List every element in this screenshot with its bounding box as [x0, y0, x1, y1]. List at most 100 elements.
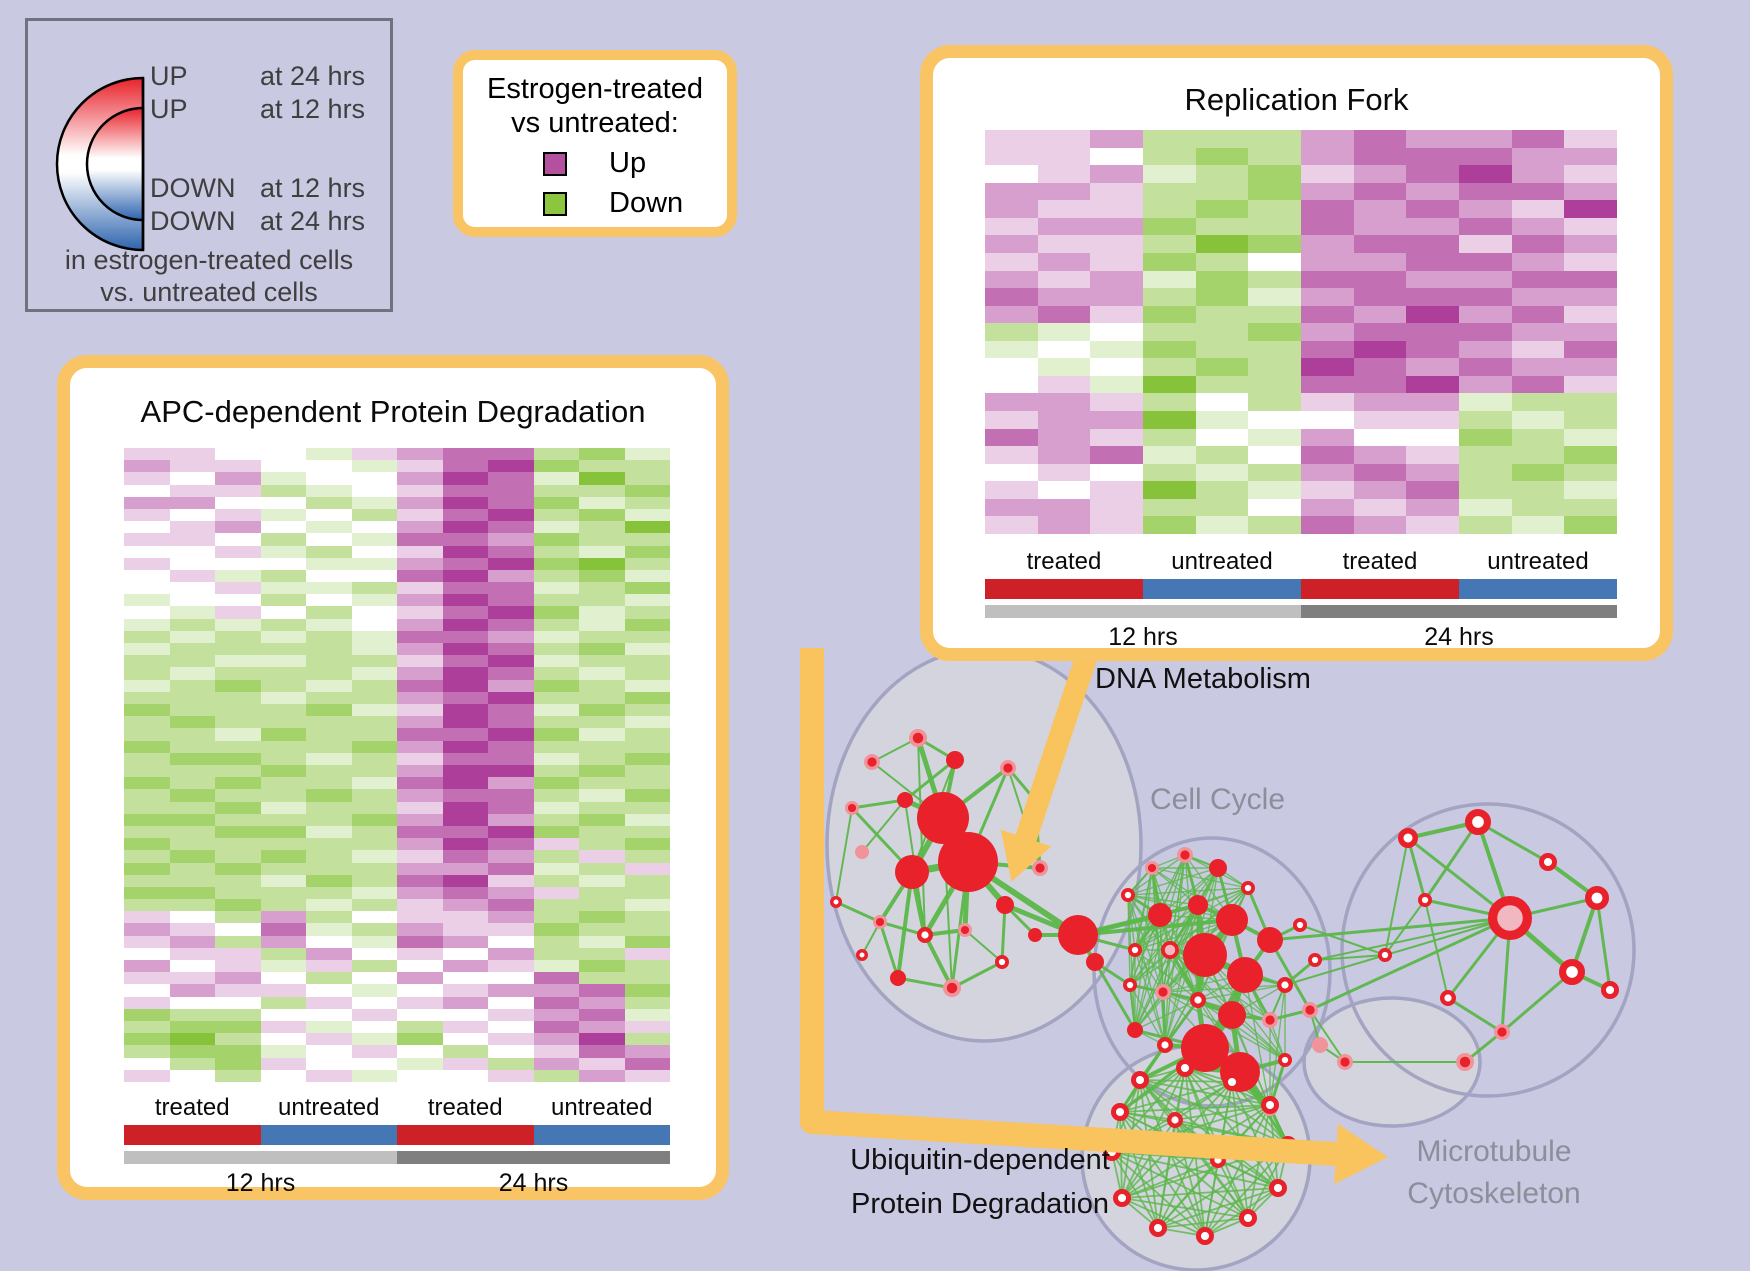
updown-gradient-rings-icon: [55, 76, 145, 252]
heatmap-cell: [1301, 411, 1354, 429]
heatmap-cell: [624, 935, 670, 948]
heatmap-cell: [1248, 411, 1301, 429]
heatmap-cell: [533, 521, 579, 534]
network-edge: [1269, 984, 1286, 1109]
heatmap-cell: [442, 862, 488, 875]
heatmap-cell: [1511, 200, 1565, 218]
heatmap-cell: [351, 960, 397, 973]
connector-arrow-shaft: [1015, 648, 1099, 842]
heatmap-cell: [306, 862, 352, 875]
heatmap-cell: [1459, 288, 1512, 306]
heatmap-cell: [306, 460, 352, 473]
heatmap-cell: [306, 960, 352, 973]
gene-node-ring: [1123, 977, 1138, 992]
heatmap-cell: [624, 496, 670, 509]
heatmap-cell: [1248, 288, 1301, 306]
heatmap-cell: [624, 740, 670, 753]
heatmap-cell: [1406, 165, 1459, 183]
heatmap-cell: [1037, 200, 1091, 218]
heatmap-cell: [351, 460, 397, 473]
gene-node-ring: [1278, 1053, 1293, 1068]
heatmap-cell: [351, 667, 397, 680]
heatmap-cell: [1301, 270, 1354, 289]
heatmap-cell: [215, 643, 261, 656]
heatmap-cell: [124, 1045, 170, 1058]
heatmap-cell: [1143, 130, 1196, 148]
heatmap-cell: [306, 618, 352, 631]
heatmap-cell: [169, 496, 215, 509]
heatmap-cell: [306, 496, 352, 509]
heatmap-cell: [169, 1045, 215, 1058]
heatmap-cell: [1459, 130, 1512, 148]
heatmap-cell: [1090, 165, 1143, 183]
heatmap-cell: [624, 582, 670, 595]
heatmap-cell: [1353, 375, 1407, 394]
heatmap-cell: [985, 130, 1038, 148]
heatmap-cell: [397, 521, 443, 534]
network-edge: [1111, 1151, 1206, 1237]
heatmap-cell: [579, 606, 625, 619]
network-edge: [1476, 820, 1550, 864]
heatmap-cell: [215, 460, 261, 473]
heatmap-cell: [1195, 217, 1249, 236]
heatmap-cell: [1459, 428, 1512, 447]
heatmap-cell: [260, 947, 306, 961]
heatmap-cell: [533, 460, 579, 473]
heatmap-cell: [351, 569, 397, 583]
heatmap-cell: [1564, 305, 1617, 324]
gene-node-pink: [1312, 1037, 1328, 1053]
gene-node-halo-center: [946, 982, 958, 994]
network-edge: [1119, 1111, 1176, 1121]
treated-label: treated: [1342, 548, 1418, 575]
heatmap-cell: [1248, 358, 1301, 376]
heatmap-cell: [215, 923, 261, 936]
heatmap-cell: [624, 630, 670, 644]
heatmap-cell: [215, 874, 261, 887]
heatmap-cell: [1301, 288, 1354, 306]
heatmap-cell: [260, 1021, 306, 1034]
heatmap-cell: [1353, 288, 1407, 306]
heatmap-cell: [397, 874, 443, 887]
heatmap-cell: [169, 716, 215, 729]
heatmap-cell: [1195, 182, 1249, 201]
heatmap-cell: [1564, 217, 1617, 236]
heatmap-cell: [1037, 182, 1091, 201]
heatmap-cell: [488, 618, 534, 631]
heatmap-cell: [351, 752, 397, 765]
heatmap-cell: [260, 972, 306, 985]
heatmap-cell: [1037, 340, 1091, 359]
heatmap-cell: [215, 825, 261, 839]
heatmap-cell: [533, 691, 579, 705]
heatmap-cell: [1406, 182, 1459, 201]
heatmap-cell: [215, 984, 261, 997]
heatmap-cell: [533, 1008, 579, 1022]
network-edge: [1129, 867, 1153, 986]
heatmap-cell: [397, 935, 443, 948]
legend-time: at 24 hrs: [260, 206, 366, 236]
heatmap-cell: [397, 582, 443, 595]
network-edge: [1384, 837, 1409, 956]
heatmap-cell: [1090, 358, 1143, 376]
heatmap-cell: [488, 630, 534, 644]
heatmap-cell: [351, 545, 397, 558]
heatmap-cell: [260, 801, 306, 814]
heatmap-cell: [260, 899, 306, 912]
heatmap-cell: [351, 1057, 397, 1070]
heatmap-cell: [488, 606, 534, 619]
dna-metabolism-label: DNA Metabolism: [1095, 663, 1311, 695]
heatmap-cell: [1406, 217, 1459, 236]
heatmap-cell: [351, 764, 397, 778]
heatmap-cell: [442, 582, 488, 595]
untreated-bar-segment: [533, 1125, 670, 1145]
hrs12-bar-segment: [985, 605, 1301, 618]
heatmap-cell: [533, 569, 579, 583]
heatmap-cell: [397, 752, 443, 765]
heatmap-cell: [397, 496, 443, 509]
gene-node-ring: [1464, 809, 1491, 836]
hrs12-label: 12 hrs: [1108, 623, 1178, 651]
heatmap-cell: [442, 1057, 488, 1070]
heatmap-cell: [579, 740, 625, 753]
network-edge: [1268, 938, 1312, 1012]
heatmap-cell: [1037, 411, 1091, 429]
heatmap-cell: [1511, 481, 1565, 499]
